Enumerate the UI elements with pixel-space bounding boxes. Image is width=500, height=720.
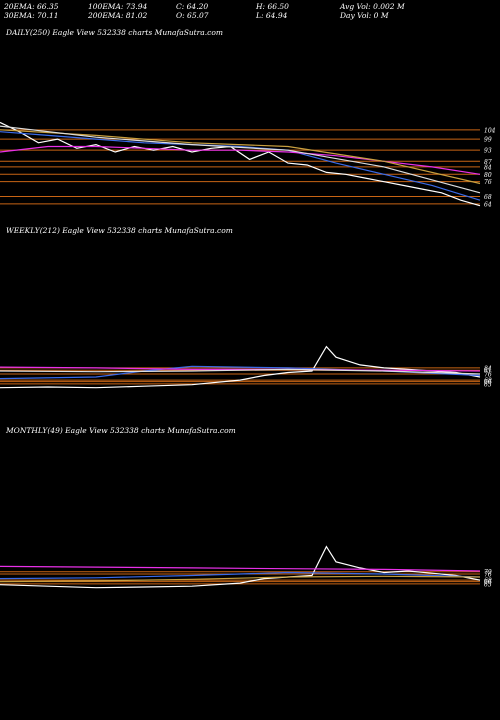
header-col-4: H: 66.50 L: 64.94 <box>256 2 289 20</box>
header-day-vol: Day Vol: 0 M <box>340 11 389 20</box>
header-col-1: 20EMA: 66.35 30EMA: 70.11 <box>4 2 59 20</box>
series-line <box>0 565 481 572</box>
monthly-panel-title: MONTHLY(49) Eagle View 532338 charts Mun… <box>6 426 236 435</box>
price-level-label: 76 <box>484 372 492 379</box>
header-high: H: 66.50 <box>256 2 289 11</box>
header-20ema: 20EMA: 66.35 <box>4 2 59 11</box>
price-level-label: 87 <box>484 159 492 166</box>
price-level-label: 66 <box>484 579 492 586</box>
series-line <box>0 125 481 194</box>
series-line <box>0 131 481 201</box>
weekly-panel-title: WEEKLY(212) Eagle View 532338 charts Mun… <box>6 226 233 235</box>
price-level-label: 68 <box>484 378 492 385</box>
header-30ema: 30EMA: 70.11 <box>4 11 59 20</box>
price-level-label: 84 <box>484 164 492 171</box>
header-col-2: 100EMA: 73.94 200EMA: 81.02 <box>88 2 147 20</box>
header-col-3: C: 64.20 O: 65.07 <box>176 2 209 20</box>
series-line <box>0 545 481 589</box>
series-line <box>0 121 481 207</box>
price-level-label: 84 <box>484 365 492 372</box>
header-open: O: 65.07 <box>176 11 209 20</box>
series-line <box>0 145 481 175</box>
header-200ema: 200EMA: 81.02 <box>88 11 148 20</box>
price-level-label: 64 <box>484 201 492 208</box>
price-level-label: 79 <box>484 569 492 576</box>
price-level-label: 81 <box>484 368 492 375</box>
header-close: C: 64.20 <box>176 2 209 11</box>
price-level-label: 68 <box>484 194 492 201</box>
header-low: L: 64.94 <box>256 11 288 20</box>
series-line <box>0 366 481 372</box>
price-level-label: 76 <box>484 179 492 186</box>
price-level-label: 99 <box>484 137 492 144</box>
header-100ema: 100EMA: 73.94 <box>88 2 148 11</box>
series-line <box>0 571 481 580</box>
series-line <box>0 129 481 185</box>
price-level-label: 63 <box>484 381 492 388</box>
price-level-label: 63 <box>484 581 492 588</box>
series-line <box>0 575 481 583</box>
price-level-label: 76 <box>484 572 492 579</box>
series-line <box>0 368 481 375</box>
price-level-label: 104 <box>484 127 496 134</box>
price-level-label: 80 <box>484 172 492 179</box>
header-avg-vol: Avg Vol: 0.002 M <box>340 2 405 11</box>
price-level-label: 93 <box>484 148 492 155</box>
price-level-label: 66 <box>484 379 492 386</box>
header-col-5: Avg Vol: 0.002 M Day Vol: 0 M <box>340 2 405 20</box>
price-level-label: 68 <box>484 578 492 585</box>
daily-panel-title: DAILY(250) Eagle View 532338 charts Muna… <box>6 28 223 37</box>
